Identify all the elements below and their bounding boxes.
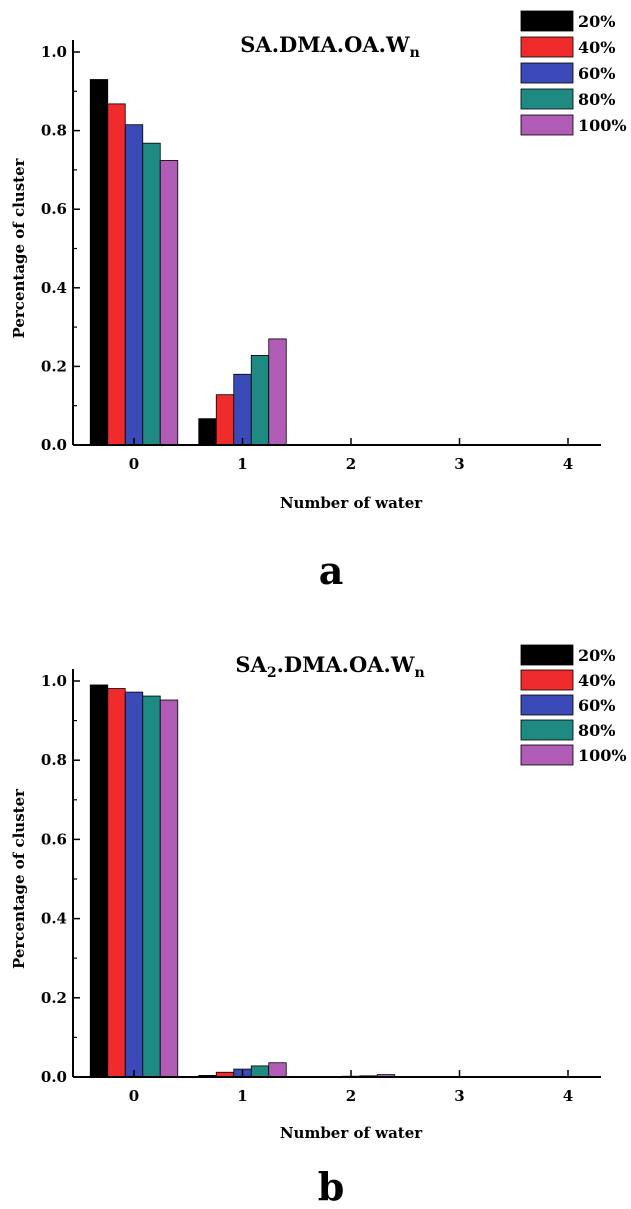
y-tick-label: 0.2 [41, 357, 67, 375]
legend-label-100pct: 100% [578, 746, 627, 765]
chart-panel-a: 0.0 0.2 0.4 0.6 0.8 1.0 0 1 2 3 4 Number of water Pe… [10, 10, 627, 593]
x-tick-label: 4 [563, 455, 573, 473]
bar-60pct-water-1 [233, 373, 252, 446]
legend-swatch-60pct [520, 62, 574, 84]
legend-label-20pct: 20% [578, 12, 615, 31]
y-tick-label: 0.6 [41, 200, 67, 218]
legend-swatch-40pct [520, 36, 574, 58]
x-tick-label: 3 [454, 455, 464, 473]
bar-20pct-water-0 [89, 79, 109, 446]
legend-swatch-20pct [520, 10, 574, 32]
legend-swatch-20pct [520, 644, 574, 666]
legend-label-40pct: 40% [578, 38, 615, 57]
y-tick-label: 0.4 [41, 279, 67, 297]
panel-label-b: b [318, 1164, 345, 1209]
y-tick-label: 0.0 [41, 1068, 67, 1086]
bar-80pct-water-1 [250, 1065, 270, 1078]
legend-swatch-80pct [520, 719, 574, 741]
legend-label-60pct: 60% [578, 64, 615, 83]
chart-title: SA2.DMA.OA.Wn [235, 652, 424, 681]
x-tick-label: 1 [237, 455, 247, 473]
bar-20pct-water-0 [89, 684, 109, 1078]
y-tick-label: 1.0 [41, 43, 67, 61]
bar-60pct-water-0 [124, 691, 144, 1078]
x-axis-label: Number of water [280, 1124, 423, 1142]
x-tick-label: 3 [454, 1087, 464, 1105]
x-tick-label: 0 [129, 1087, 139, 1105]
y-tick-label: 0.2 [41, 989, 67, 1007]
x-tick-label: 1 [237, 1087, 247, 1105]
bar-60pct-water-0 [124, 124, 144, 446]
y-axis-label: Percentage of cluster [10, 788, 28, 969]
bar-40pct-water-0 [107, 103, 126, 446]
legend-label-80pct: 80% [578, 90, 615, 109]
y-tick-label: 1.0 [41, 672, 67, 690]
y-tick-label: 0.6 [41, 830, 67, 848]
y-tick-label: 0.0 [41, 436, 67, 454]
bar-40pct-water-0 [107, 688, 126, 1078]
chart-panel-b: 0.0 0.2 0.4 0.6 0.8 1.0 0 1 2 3 4 Number of water Pe… [10, 644, 627, 1209]
legend-label-40pct: 40% [578, 671, 615, 690]
y-axis-label: Percentage of cluster [10, 157, 28, 338]
legend-label-80pct: 80% [578, 721, 615, 740]
bar-40pct-water-1 [215, 394, 235, 446]
bar-80pct-water-1 [250, 354, 270, 446]
legend-label-100pct: 100% [578, 116, 627, 135]
bar-80pct-water-0 [142, 142, 161, 446]
legend-swatch-40pct [520, 669, 574, 691]
chart-title: SA.DMA.OA.Wn [240, 32, 420, 61]
panel-label-a: a [319, 548, 344, 593]
x-tick-label: 2 [346, 455, 356, 473]
x-axis-label: Number of water [280, 494, 423, 512]
legend-swatch-60pct [520, 694, 574, 716]
bar-80pct-water-0 [142, 695, 161, 1078]
bar-100pct-water-0 [159, 699, 179, 1078]
y-tick-label: 0.8 [41, 122, 67, 140]
x-tick-label: 0 [129, 455, 139, 473]
y-tick-label: 0.8 [41, 751, 67, 769]
bar-20pct-water-1 [198, 418, 217, 446]
bar-100pct-water-0 [159, 160, 179, 446]
bar-100pct-water-1 [268, 1062, 287, 1078]
x-tick-label: 4 [563, 1087, 573, 1105]
legend-swatch-100pct [520, 744, 574, 766]
y-tick-label: 0.4 [41, 910, 67, 928]
legend-swatch-80pct [520, 88, 574, 110]
legend-label-20pct: 20% [578, 646, 615, 665]
x-tick-label: 2 [346, 1087, 356, 1105]
legend-swatch-100pct [520, 114, 574, 136]
bar-100pct-water-1 [268, 338, 287, 446]
legend-label-60pct: 60% [578, 696, 615, 715]
